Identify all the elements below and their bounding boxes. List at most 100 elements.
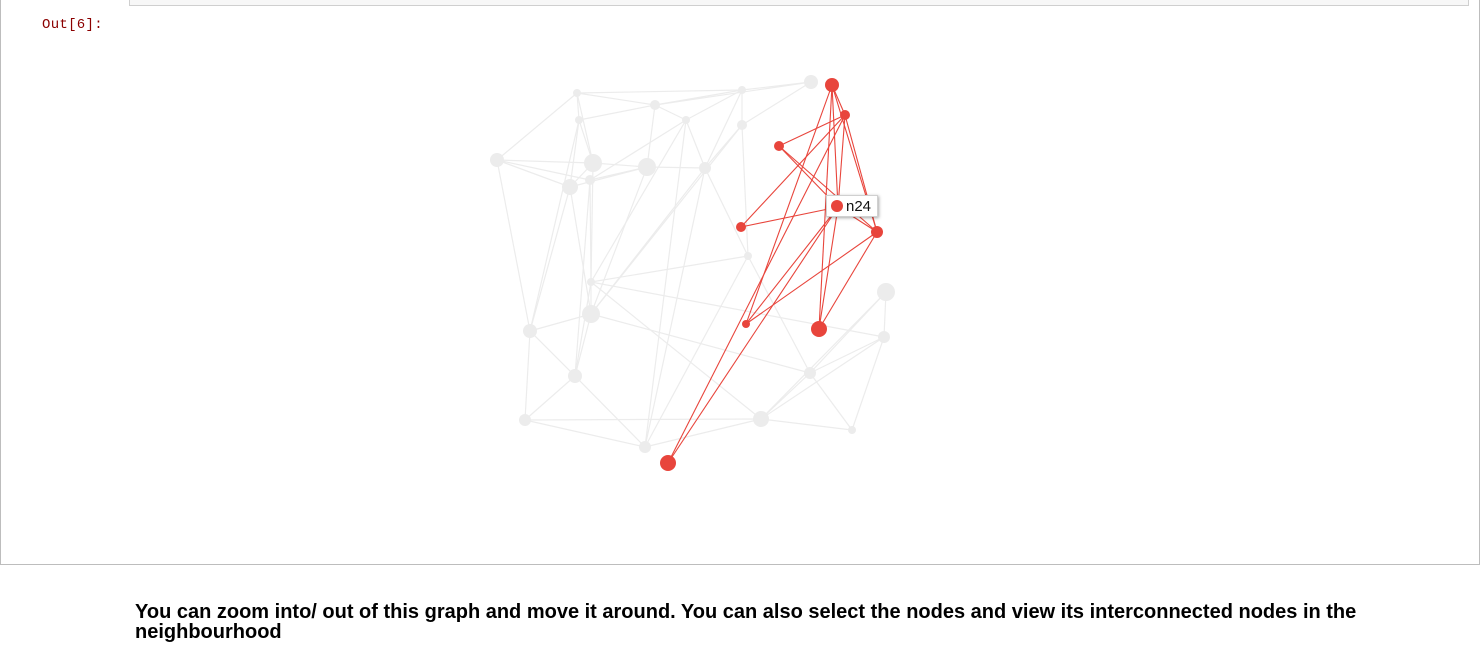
- graph-node[interactable]: [877, 283, 895, 301]
- graph-edge: [741, 124, 749, 257]
- graph-edge-highlighted: [745, 206, 839, 325]
- graph-node[interactable]: [650, 100, 660, 110]
- graph-node-highlighted[interactable]: [871, 226, 883, 238]
- graph-edge: [590, 124, 743, 315]
- selected-node-dot-icon: [831, 200, 843, 212]
- graph-node-highlighted[interactable]: [811, 321, 827, 337]
- graph-node[interactable]: [744, 252, 752, 260]
- graph-edge: [646, 166, 706, 169]
- graph-node[interactable]: [562, 179, 578, 195]
- graph-edge-highlighted: [831, 84, 839, 208]
- graph-node[interactable]: [699, 162, 711, 174]
- graph-edge: [529, 313, 592, 332]
- graph-node[interactable]: [737, 120, 747, 130]
- graph-edges-layer: [496, 81, 887, 448]
- graph-active-edges-layer: [667, 84, 878, 464]
- graph-node-highlighted[interactable]: [774, 141, 784, 151]
- graph-node[interactable]: [638, 158, 656, 176]
- graph-node-highlighted[interactable]: [840, 110, 850, 120]
- graph-edge: [589, 119, 687, 181]
- graph-edge: [496, 159, 571, 188]
- graph-edge: [496, 92, 578, 161]
- output-prompt: Out[6]:: [42, 17, 103, 33]
- graph-edge-highlighted: [740, 206, 839, 228]
- graph-edge: [654, 81, 812, 106]
- graph-node-highlighted[interactable]: [660, 455, 676, 471]
- graph-node[interactable]: [519, 414, 531, 426]
- graph-edge: [569, 186, 592, 315]
- network-graph-canvas[interactable]: [0, 0, 1482, 565]
- graph-edge: [589, 179, 592, 283]
- graph-edge: [685, 89, 743, 121]
- graph-edge: [644, 418, 762, 448]
- graph-edge: [760, 336, 885, 420]
- graph-node[interactable]: [848, 426, 856, 434]
- graph-edge: [590, 119, 687, 283]
- graph-edge-highlighted: [818, 84, 833, 330]
- graph-edge: [524, 419, 646, 448]
- graph-edge: [644, 119, 687, 448]
- graph-edge: [574, 375, 646, 448]
- graph-node-highlighted[interactable]: [825, 78, 839, 92]
- graph-edge: [654, 104, 687, 121]
- graph-edge-highlighted: [745, 231, 878, 325]
- selected-node-label-text: n24: [846, 197, 872, 215]
- graph-edge: [704, 167, 749, 257]
- graph-edge: [529, 330, 576, 377]
- selected-node-label[interactable]: n24: [826, 195, 879, 217]
- graph-edge-highlighted: [667, 114, 846, 464]
- graph-edge: [644, 255, 749, 448]
- graph-node[interactable]: [804, 367, 816, 379]
- graph-edge: [592, 162, 648, 168]
- graph-edge: [590, 281, 885, 338]
- graph-edge: [685, 119, 706, 169]
- graph-edge: [576, 92, 580, 121]
- graph-node[interactable]: [584, 154, 602, 172]
- graph-node[interactable]: [575, 116, 583, 124]
- graph-edge: [529, 186, 571, 332]
- graph-edge: [578, 104, 656, 121]
- markdown-note-text: You can zoom into/ out of this graph and…: [135, 601, 1357, 643]
- graph-node[interactable]: [490, 153, 504, 167]
- graph-edge: [524, 418, 762, 421]
- graph-edge: [576, 89, 743, 94]
- graph-edge: [524, 330, 531, 421]
- graph-edge: [760, 418, 853, 431]
- graph-edge: [809, 336, 885, 374]
- graph-node[interactable]: [585, 175, 595, 185]
- graph-edge: [590, 281, 762, 420]
- previous-cell-bottom-edge: [129, 0, 1469, 6]
- graph-node[interactable]: [582, 305, 600, 323]
- graph-node-highlighted[interactable]: [736, 222, 746, 232]
- graph-edge-highlighted: [778, 114, 846, 147]
- graph-edge: [851, 336, 885, 431]
- graph-edge: [747, 255, 811, 374]
- output-area-frame: [0, 0, 1480, 565]
- graph-edge: [704, 89, 743, 169]
- graph-edge-highlighted: [778, 145, 878, 233]
- graph-node[interactable]: [523, 324, 537, 338]
- network-graph-viewport[interactable]: n24: [0, 0, 1482, 565]
- graph-node[interactable]: [804, 75, 818, 89]
- graph-edge-highlighted: [818, 206, 839, 330]
- graph-edge: [646, 104, 656, 168]
- graph-edge-highlighted: [818, 231, 878, 330]
- graph-edge-highlighted: [667, 206, 839, 464]
- graph-node[interactable]: [587, 278, 595, 286]
- graph-edge: [576, 92, 656, 106]
- graph-node[interactable]: [682, 116, 690, 124]
- graph-node[interactable]: [738, 86, 746, 94]
- graph-node[interactable]: [639, 441, 651, 453]
- graph-node[interactable]: [878, 331, 890, 343]
- graph-edge: [574, 179, 591, 377]
- graph-edge: [574, 281, 592, 377]
- graph-edge: [524, 375, 576, 421]
- graph-edge: [760, 291, 887, 420]
- graph-nodes-layer: [490, 75, 895, 471]
- graph-edge: [644, 167, 706, 448]
- graph-node[interactable]: [568, 369, 582, 383]
- graph-node[interactable]: [573, 89, 581, 97]
- graph-node-highlighted[interactable]: [742, 320, 750, 328]
- graph-node[interactable]: [753, 411, 769, 427]
